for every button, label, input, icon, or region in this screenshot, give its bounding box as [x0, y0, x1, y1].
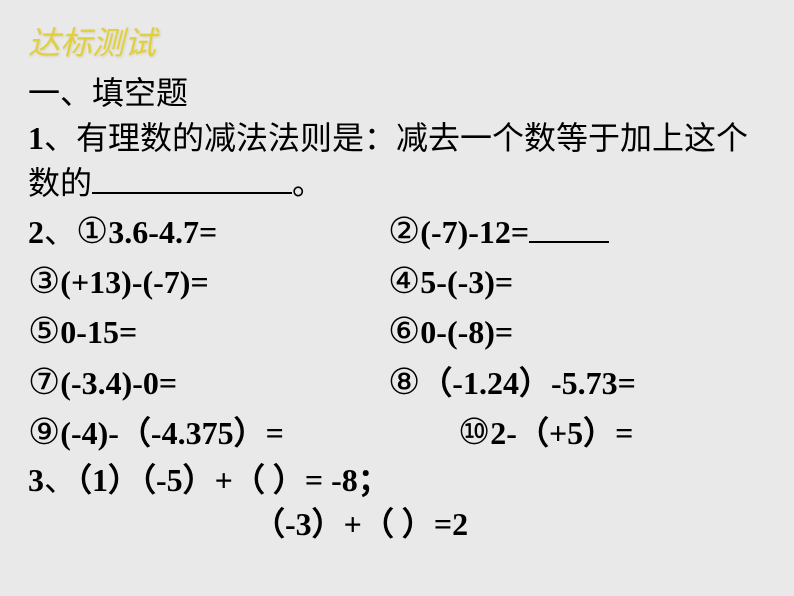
q3-number: 3: [28, 462, 44, 498]
q2-item1-expr: 3.6-4.7=: [108, 214, 217, 250]
q2-item4-expr: 5-(-3)=: [420, 264, 513, 300]
q2-item5-num: ⑤: [28, 311, 60, 351]
question-1: 1、有理数的减法法则是：减去一个数等于加上这个数的。: [28, 116, 766, 206]
q2-item7-num: ⑦: [28, 362, 60, 402]
q2-item9-expr: (-4)-（-4.375）=: [60, 415, 284, 451]
page-title: 达标测试: [28, 18, 766, 64]
q2-row-3: ⑤0-15= ⑥0-(-8)=: [28, 306, 766, 356]
q2-item2-expr: (-7)-12=: [420, 214, 529, 250]
q2-number: 2: [28, 214, 44, 250]
q2-item6-num: ⑥: [388, 311, 420, 351]
q2-row-2: ③(+13)-(-7)= ④5-(-3)=: [28, 256, 766, 306]
q1-sep: 、: [44, 120, 76, 156]
q3-line2-text: （-3）+（ ）=2: [253, 506, 468, 542]
q3-line1-text: （1）（-5）+（ ）= -8；: [76, 462, 390, 498]
q2-row-1: 2、①3.6-4.7= ②(-7)-12=: [28, 206, 766, 256]
section-header: 一、填空题: [28, 68, 766, 114]
q3-sep: 、: [44, 462, 76, 498]
q2-row-5: ⑨(-4)-（-4.375）= ⑩2-（+5）=: [28, 407, 766, 457]
q2-item8-num: ⑧: [388, 362, 420, 402]
q1-blank: [92, 165, 292, 194]
q2-item10-num: ⑩: [458, 412, 490, 452]
q2-item3-num: ③: [28, 261, 60, 301]
q2-item4-num: ④: [388, 261, 420, 301]
q2-item5-expr: 0-15=: [60, 314, 137, 350]
q2-item9-num: ⑨: [28, 412, 60, 452]
q2-item8-expr: （-1.24）-5.73=: [420, 365, 636, 401]
q2-row-4: ⑦(-3.4)-0= ⑧（-1.24）-5.73=: [28, 357, 766, 407]
q2-item2-num: ②: [388, 211, 420, 251]
q2-item10-expr: 2-（+5）=: [490, 415, 633, 451]
question-3-line2: （-3）+（ ）=2: [28, 502, 766, 547]
q2-sep: 、: [44, 214, 76, 250]
q2-item1-num: ①: [76, 211, 108, 251]
q2-item2-blank: [529, 214, 609, 243]
q2-item7-expr: (-3.4)-0=: [60, 365, 177, 401]
q2-item6-expr: 0-(-8)=: [420, 314, 513, 350]
q2-item3-expr: (+13)-(-7)=: [60, 264, 208, 300]
q1-period: 。: [292, 165, 324, 201]
q1-number: 1: [28, 120, 44, 156]
question-3-line1: 3、（1）（-5）+（ ）= -8；: [28, 458, 766, 503]
